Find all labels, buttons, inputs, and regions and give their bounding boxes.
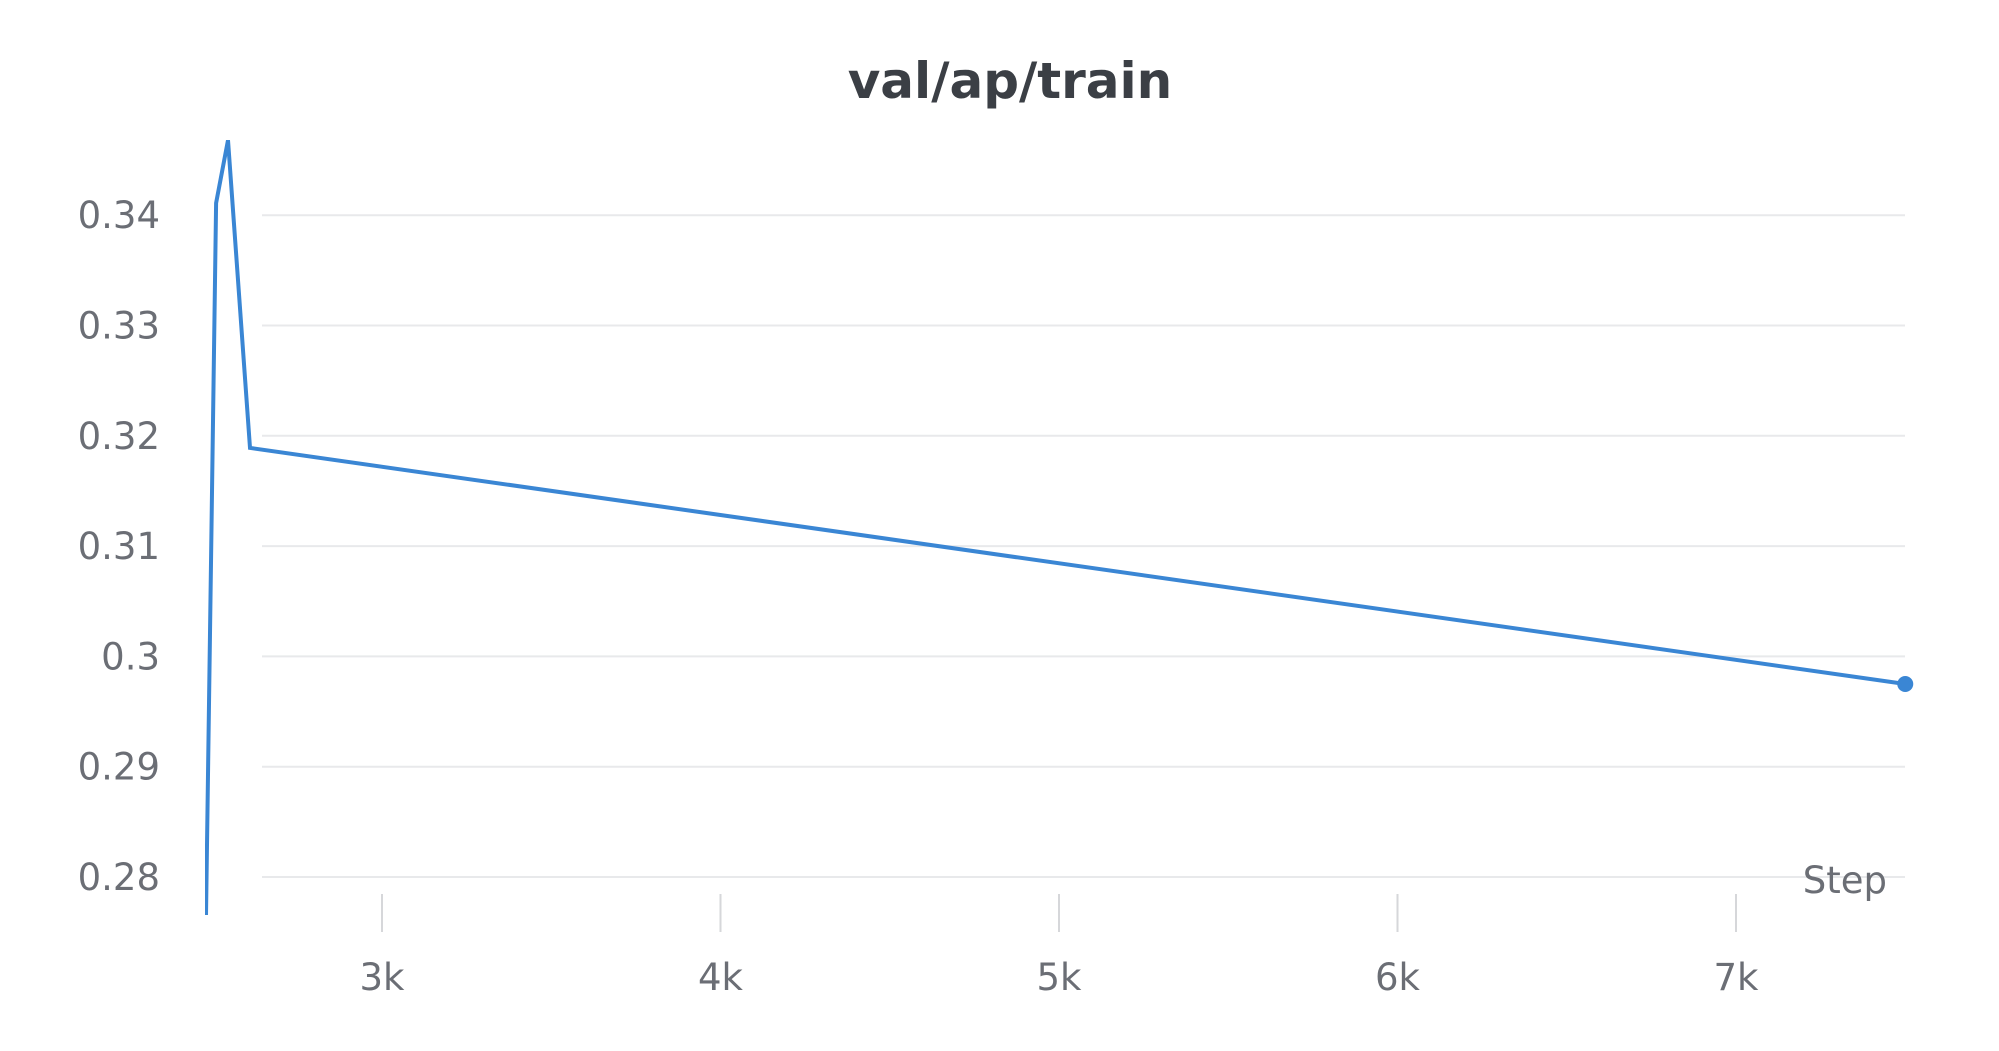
x-tick-label: 5k	[1037, 956, 1083, 999]
y-tick-label: 0.32	[78, 415, 160, 458]
y-tick-label: 0.29	[78, 746, 160, 789]
series-end-point	[1897, 675, 1914, 692]
x-tick-label: 3k	[360, 956, 406, 999]
x-axis-label: Step	[1803, 859, 1887, 902]
series-group	[205, 140, 1914, 915]
y-tick-label: 0.33	[78, 305, 160, 348]
series-line	[205, 140, 1906, 915]
gridlines	[262, 214, 1905, 878]
x-tick-label: 6k	[1375, 956, 1421, 999]
y-tick-label: 0.28	[78, 856, 160, 899]
x-tick-label: 7k	[1714, 956, 1760, 999]
y-tick-label: 0.31	[78, 525, 160, 568]
y-tick-label: 0.34	[78, 194, 160, 237]
x-axis: 3k 4k 5k 6k 7k	[360, 894, 1760, 999]
y-tick-label: 0.3	[101, 635, 160, 678]
y-axis: 0.28 0.29 0.3 0.31 0.32 0.33 0.34	[78, 194, 160, 899]
chart-title: val/ap/train	[848, 52, 1173, 110]
x-tick-label: 4k	[698, 956, 744, 999]
